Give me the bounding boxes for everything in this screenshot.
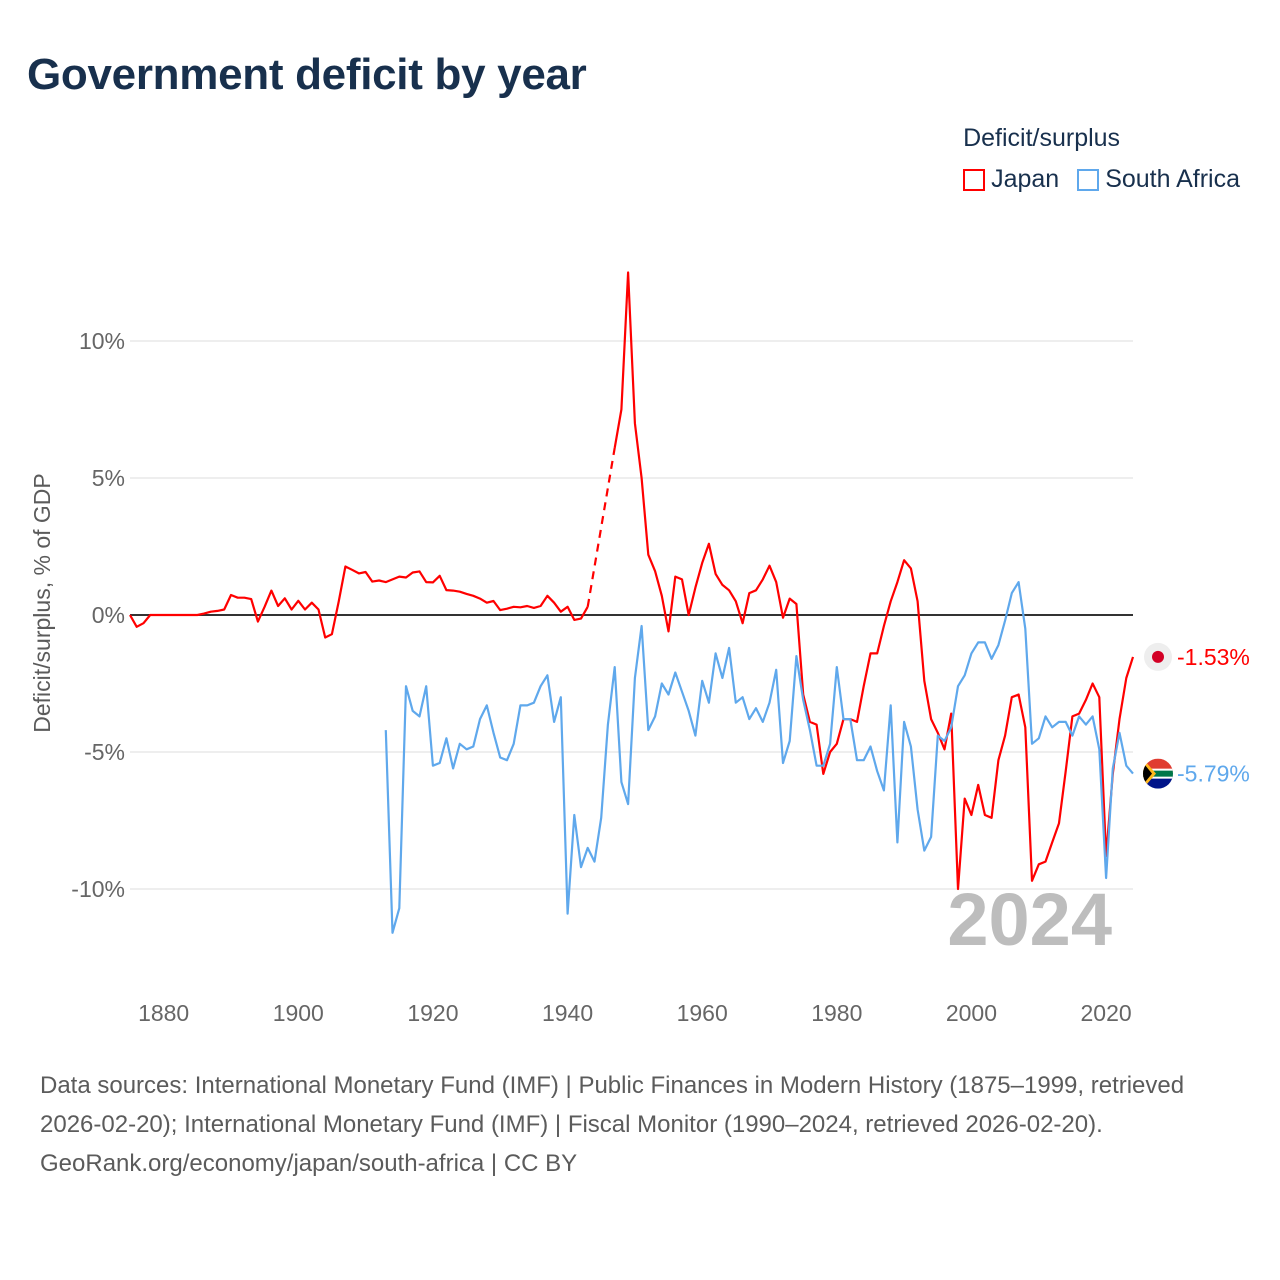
x-axis-ticks: 1880 1900 1920 1940 1960 1980 2000 2020: [138, 1000, 1132, 1026]
x-tick-label: 1880: [138, 1000, 189, 1026]
footer: Data sources: International Monetary Fun…: [40, 1066, 1240, 1183]
legend-swatch-south-africa: [1077, 168, 1100, 191]
end-marker-japan: -1.53%: [1144, 642, 1250, 671]
end-labels: -1.53% -5.79%: [1143, 642, 1250, 789]
end-marker-south-africa: -5.79%: [1143, 758, 1250, 789]
series-line-japan: [129, 271, 1135, 891]
legend-item-south-africa[interactable]: South Africa: [1077, 165, 1240, 194]
x-tick-label: 1980: [811, 1000, 862, 1026]
y-tick-label: -5%: [84, 739, 125, 765]
data-sources: Data sources: International Monetary Fun…: [40, 1072, 1185, 1138]
end-value-japan: -1.53%: [1177, 644, 1250, 670]
y-axis-label: Deficit/surplus, % of GDP: [29, 473, 55, 732]
year-watermark: 2024: [947, 878, 1112, 961]
legend-item-japan[interactable]: Japan: [963, 165, 1059, 194]
x-tick-label: 2020: [1080, 1000, 1131, 1026]
japan-flag-disc: [1152, 650, 1164, 663]
y-tick-label: 10%: [79, 328, 125, 354]
legend: Deficit/surplus Japan South Africa: [963, 124, 1240, 194]
license: | CC BY: [484, 1150, 578, 1177]
legend-label-japan: Japan: [991, 165, 1060, 193]
series-line-south-africa: [384, 581, 1134, 934]
series-lines: [129, 271, 1135, 934]
source-link[interactable]: GeoRank.org/economy/japan/south-africa: [40, 1150, 485, 1177]
x-tick-label: 1920: [407, 1000, 458, 1026]
series-gap-japan: [586, 447, 616, 607]
legend-label-south-africa: South Africa: [1105, 165, 1240, 193]
gridlines: [130, 340, 1133, 890]
south-africa-flag-icon: [1143, 758, 1173, 789]
chart-title: Government deficit by year: [27, 50, 587, 99]
x-tick-label: 1960: [677, 1000, 728, 1026]
x-tick-label: 2000: [946, 1000, 997, 1026]
y-tick-label: 0%: [92, 602, 125, 628]
legend-swatch-japan: [963, 168, 986, 191]
x-tick-label: 1940: [542, 1000, 593, 1026]
y-axis-ticks: 10% 5% 0% -5% -10%: [71, 328, 125, 902]
x-tick-label: 1900: [273, 1000, 324, 1026]
y-tick-label: 5%: [92, 465, 125, 491]
y-tick-label: -10%: [71, 876, 125, 902]
legend-title: Deficit/surplus: [963, 124, 1121, 152]
end-value-south-africa: -5.79%: [1177, 761, 1250, 787]
